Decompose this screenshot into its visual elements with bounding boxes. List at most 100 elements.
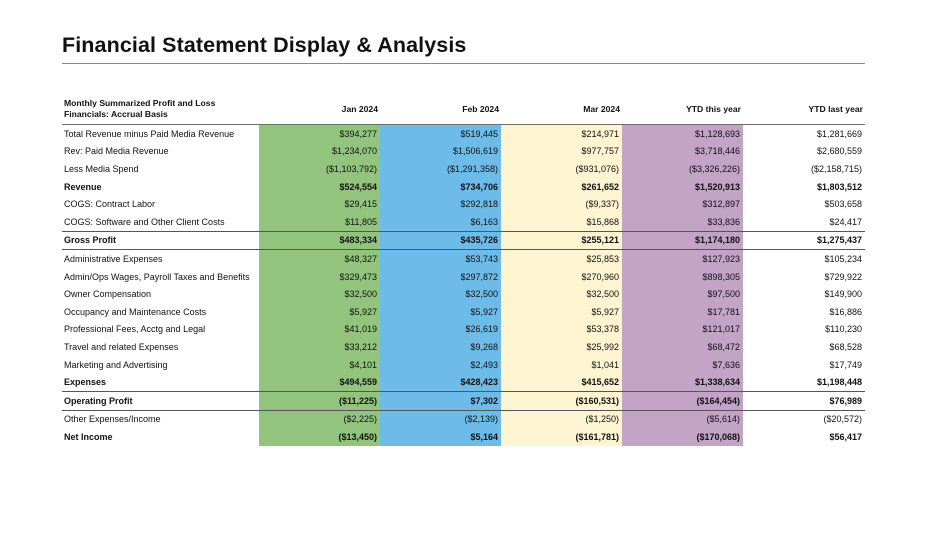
cell-feb: ($2,139) <box>380 409 501 429</box>
column-header-jan: Jan 2024 <box>341 104 378 114</box>
table-row: Other Expenses/Income ($2,225) ($2,139) ($1… <box>62 409 865 429</box>
cell-ytd-last-year: $1,281,669 <box>743 124 865 143</box>
column-header-feb: Feb 2024 <box>462 104 499 114</box>
row-label: Admin/Ops Wages, Payroll Taxes and Benef… <box>64 271 250 282</box>
cell-jan: ($13,450) <box>259 428 380 446</box>
column-header-mar: Mar 2024 <box>583 104 620 114</box>
table-row: Administrative Expenses $48,327 $53,743 $25… <box>62 249 865 268</box>
cell-mar: $214,971 <box>501 124 622 143</box>
cell-ytd-last-year: $105,234 <box>743 249 865 268</box>
table-row: Marketing and Advertising $4,101 $2,493 $1,… <box>62 355 865 374</box>
cell-mar: $261,652 <box>501 177 622 196</box>
cell-jan: $494,559 <box>259 373 380 392</box>
cell-feb: $5,927 <box>380 302 501 321</box>
cell-jan: $329,473 <box>259 267 380 286</box>
cell-ytd-last-year: $56,417 <box>743 428 865 446</box>
cell-ytd-this-year: $312,897 <box>622 195 743 213</box>
row-label: Gross Profit <box>62 230 259 251</box>
cell-ytd-last-year: $1,198,448 <box>743 373 865 392</box>
cell-ytd-this-year: $1,338,634 <box>622 373 743 392</box>
column-header-ytd-this-year: YTD this year <box>686 104 741 114</box>
page-title: Financial Statement Display & Analysis <box>62 33 467 57</box>
cell-jan: $1,234,070 <box>259 142 380 161</box>
table-row: Owner Compensation $32,500 $32,500 $32,500 $… <box>62 285 865 303</box>
cell-jan: $5,927 <box>259 302 380 321</box>
cell-ytd-last-year: $76,989 <box>743 391 865 410</box>
cell-mar: $15,868 <box>501 212 622 232</box>
row-label: COGS: Software and Other Client Costs <box>64 216 225 227</box>
cell-mar: $32,500 <box>501 285 622 303</box>
cell-ytd-last-year: $1,803,512 <box>743 177 865 196</box>
cell-jan: $48,327 <box>259 249 380 268</box>
cell-mar: $1,041 <box>501 355 622 374</box>
table-row: Revenue $524,554 $734,706 $261,652 $1,520,91… <box>62 177 865 196</box>
cell-ytd-last-year: $110,230 <box>743 320 865 339</box>
cell-feb: $1,506,619 <box>380 142 501 161</box>
cell-feb: $53,743 <box>380 249 501 268</box>
cell-ytd-this-year: ($170,068) <box>622 428 743 446</box>
row-label: Occupancy and Maintenance Costs <box>64 306 207 317</box>
cell-feb: $7,302 <box>380 391 501 410</box>
row-label: Administrative Expenses <box>64 253 163 264</box>
cell-jan: ($2,225) <box>259 409 380 429</box>
row-label: Travel and related Expenses <box>64 341 179 352</box>
row-label: Total Revenue minus Paid Media Revenue <box>64 128 235 139</box>
table-row: Occupancy and Maintenance Costs $5,927 $5,… <box>62 302 865 321</box>
cell-mar: $270,960 <box>501 267 622 286</box>
statement-basis: Financials: Accrual Basis <box>64 109 168 119</box>
cell-jan: ($11,225) <box>259 391 380 410</box>
cell-feb: ($1,291,358) <box>380 160 501 178</box>
cell-mar: $415,652 <box>501 373 622 392</box>
cell-ytd-this-year: $121,017 <box>622 320 743 339</box>
cell-mar: $5,927 <box>501 302 622 321</box>
row-label: Revenue <box>64 181 102 192</box>
cell-feb: $734,706 <box>380 177 501 196</box>
cell-ytd-last-year: $24,417 <box>743 212 865 232</box>
cell-mar: ($1,250) <box>501 409 622 429</box>
table-row: Net Income ($13,450) $5,164 ($161,781) ($170… <box>62 428 865 446</box>
cell-ytd-last-year: $729,922 <box>743 267 865 286</box>
cell-feb: $5,164 <box>380 428 501 446</box>
cell-jan: $394,277 <box>259 124 380 143</box>
cell-feb: $32,500 <box>380 285 501 303</box>
cell-ytd-this-year: $3,718,446 <box>622 142 743 161</box>
cell-jan: $29,415 <box>259 195 380 213</box>
table-row: Operating Profit ($11,225) $7,302 ($160,531… <box>62 391 865 410</box>
cell-mar: $53,378 <box>501 320 622 339</box>
cell-mar: $977,757 <box>501 142 622 161</box>
cell-feb: $297,872 <box>380 267 501 286</box>
column-header-ytd-last-year: YTD last year <box>808 104 863 114</box>
table-row: COGS: Software and Other Client Costs $11… <box>62 212 865 232</box>
table-row: Travel and related Expenses $33,212 $9,268… <box>62 338 865 356</box>
cell-ytd-this-year: $97,500 <box>622 285 743 303</box>
profit-and-loss-table: Monthly Summarized Profit and Loss Finan… <box>62 94 865 446</box>
cell-ytd-this-year: $7,636 <box>622 355 743 374</box>
row-label: Expenses <box>62 373 259 392</box>
cell-feb: $2,493 <box>380 355 501 374</box>
cell-jan: $4,101 <box>259 355 380 374</box>
cell-feb: $428,423 <box>380 373 501 392</box>
cell-mar: ($161,781) <box>501 428 622 446</box>
row-label: Other Expenses/Income <box>62 409 259 429</box>
cell-jan: $41,019 <box>259 320 380 339</box>
cell-ytd-this-year: $127,923 <box>622 249 743 268</box>
table-row: Less Media Spend ($1,103,792) ($1,291,358)… <box>62 160 865 178</box>
table-row: Expenses $494,559 $428,423 $415,652 $1,338,6… <box>62 373 865 392</box>
cell-jan: $483,334 <box>259 230 380 251</box>
table-header-row: Monthly Summarized Profit and Loss Finan… <box>62 94 865 125</box>
cell-ytd-this-year: $1,128,693 <box>622 124 743 143</box>
cell-feb: $519,445 <box>380 124 501 143</box>
row-label: Marketing and Advertising <box>64 359 168 370</box>
cell-ytd-this-year: $17,781 <box>622 302 743 321</box>
cell-ytd-last-year: $2,680,559 <box>743 142 865 161</box>
title-divider <box>62 63 865 64</box>
cell-ytd-last-year: $149,900 <box>743 285 865 303</box>
cell-ytd-last-year: $503,658 <box>743 195 865 213</box>
cell-ytd-last-year: $1,275,437 <box>743 230 865 251</box>
cell-feb: $9,268 <box>380 338 501 356</box>
table-row: Total Revenue minus Paid Media Revenue $3… <box>62 124 865 143</box>
row-label: Owner Compensation <box>64 289 152 300</box>
cell-jan: $11,805 <box>259 212 380 232</box>
table-row: Professional Fees, Acctg and Legal $41,01… <box>62 320 865 339</box>
cell-feb: $6,163 <box>380 212 501 232</box>
